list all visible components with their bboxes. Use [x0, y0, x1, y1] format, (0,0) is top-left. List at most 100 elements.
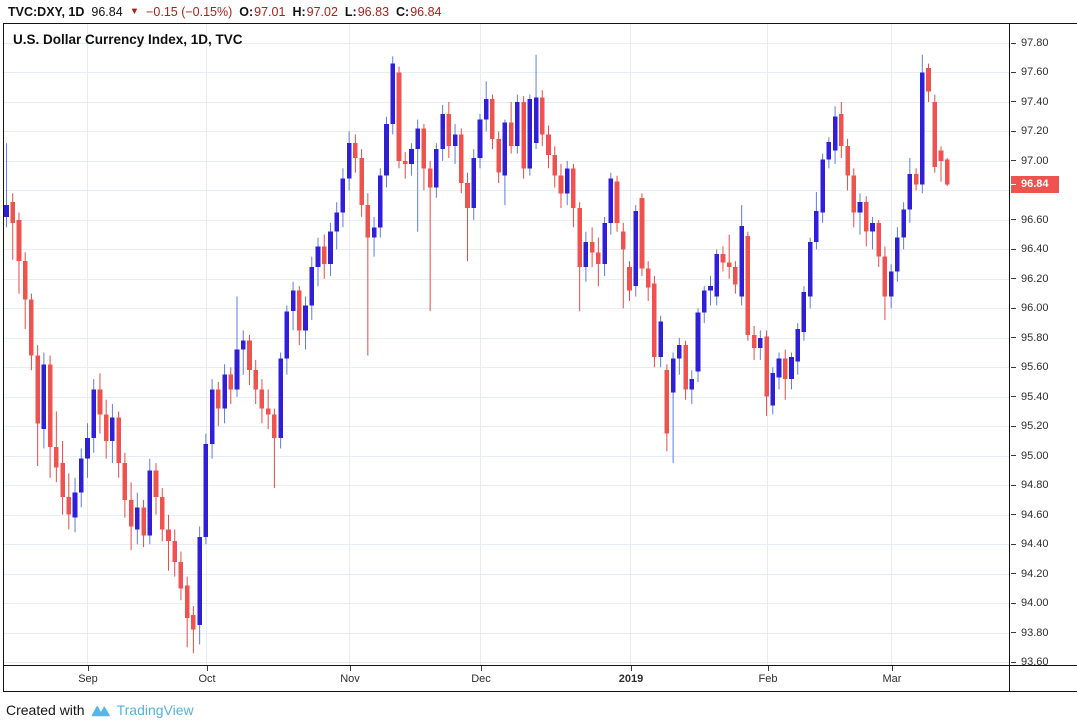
price-tick-dash — [1011, 661, 1016, 663]
candle-body — [203, 443, 209, 537]
candle-body — [290, 290, 296, 312]
candle-body — [596, 252, 601, 265]
candle-body — [882, 256, 888, 297]
candle-body — [564, 168, 570, 194]
candle-body — [297, 290, 302, 331]
price-tick-dash — [1011, 219, 1016, 221]
price-axis[interactable]: 97.8097.6097.4097.2097.0096.8096.6096.40… — [1011, 24, 1077, 665]
candle-body — [22, 261, 28, 300]
candle-body — [801, 292, 807, 332]
price-tick-label: 97.20 — [1021, 125, 1049, 138]
price-tick-dash — [1011, 307, 1016, 309]
candle-body — [421, 128, 427, 169]
candle-body — [708, 286, 713, 291]
candle-body — [390, 63, 396, 124]
price-tick-dash — [1011, 514, 1016, 516]
candle-body — [901, 209, 906, 238]
candle-body — [415, 128, 420, 150]
badge-price-text: 96.84 — [1021, 178, 1049, 190]
candle-body — [695, 312, 701, 372]
candle-body — [309, 267, 315, 306]
candle-body — [384, 124, 389, 176]
candle-body — [726, 262, 732, 267]
candle-body — [159, 497, 165, 530]
candle-body — [783, 358, 788, 379]
candle-body — [228, 374, 234, 390]
time-tick-dash — [88, 666, 89, 671]
candle-body — [147, 470, 153, 536]
plot-bottom-border — [3, 665, 1077, 666]
candle-body — [97, 389, 103, 415]
candle-body — [614, 181, 620, 223]
candle-body — [4, 205, 9, 217]
candle-body — [440, 113, 445, 150]
time-tick-label: Nov — [340, 673, 360, 685]
candle-body — [10, 202, 15, 223]
candle-body — [259, 389, 265, 409]
candle-body — [633, 211, 638, 287]
price-tick-label: 97.60 — [1021, 66, 1049, 79]
candle-body — [110, 417, 115, 441]
price-tick-label: 95.80 — [1021, 331, 1049, 344]
candle-body — [670, 358, 676, 393]
candle-body — [60, 463, 65, 497]
chart-plot-area[interactable] — [4, 24, 1009, 665]
time-axis[interactable]: Sep Oct Nov Dec 2019 Feb Mar — [4, 666, 1009, 691]
candle-body — [652, 283, 657, 357]
candle-body — [863, 202, 869, 232]
candle-body — [926, 68, 931, 92]
candlestick-canvas[interactable] — [4, 24, 1009, 665]
candle-body — [191, 614, 196, 630]
time-tick-dash — [350, 666, 351, 671]
candle-body — [265, 408, 271, 415]
candle-body — [664, 370, 670, 434]
price-tick-label: 95.40 — [1021, 390, 1049, 403]
price-tick-label: 94.20 — [1021, 567, 1049, 580]
time-tick-dash — [481, 666, 482, 671]
price-tick-dash — [1011, 71, 1016, 73]
time-tick-dash — [892, 666, 893, 671]
candle-body — [515, 102, 520, 147]
candle-body — [334, 212, 339, 232]
candle-body — [814, 211, 819, 242]
price-tick-label: 94.60 — [1021, 508, 1049, 521]
chart-legend-title: U.S. Dollar Currency Index, 1D, TVC — [13, 32, 243, 47]
candle-body — [54, 446, 59, 468]
candle-body — [216, 389, 221, 409]
candle-body — [751, 334, 757, 349]
price-axis-border — [1009, 23, 1010, 692]
symbol-title: TVC:DXY, 1D — [8, 4, 85, 19]
candle-body — [409, 149, 414, 164]
time-tick-label: Dec — [471, 673, 491, 685]
candle-body — [888, 271, 894, 297]
candle-body — [222, 374, 227, 409]
price-tick-label: 94.00 — [1021, 597, 1049, 610]
candle-body — [689, 379, 695, 390]
price-tick-label: 97.80 — [1021, 37, 1049, 49]
candle-body — [839, 113, 844, 147]
candle-body — [353, 143, 358, 158]
candle-body — [639, 197, 645, 269]
candle-body — [371, 227, 377, 238]
candle-body — [913, 174, 919, 185]
candle-body — [589, 242, 595, 253]
candle-body — [79, 458, 84, 493]
price-tick-dash — [1011, 101, 1016, 103]
candle-body — [471, 158, 477, 209]
symbol-info-bar: TVC:DXY, 1D 96.84 ▼ −0.15 (−0.15%) O: 97.… — [0, 0, 1077, 23]
candle-body — [365, 205, 371, 238]
price-tick-label: 94.40 — [1021, 538, 1049, 551]
candle-body — [66, 497, 72, 515]
candle-body — [920, 72, 925, 185]
price-tick-dash — [1011, 573, 1016, 575]
price-tick-dash — [1011, 396, 1016, 398]
candle-body — [733, 267, 738, 285]
price-tick-label: 94.80 — [1021, 479, 1049, 492]
open-readout: O: 97.01 — [239, 4, 286, 19]
attribution-brand-link[interactable]: TradingView — [116, 702, 194, 718]
candle-body — [253, 370, 258, 390]
candle-body — [122, 463, 128, 500]
candle-body — [764, 336, 769, 397]
candle-body — [278, 358, 283, 438]
time-axis-bottom-border — [3, 691, 1077, 692]
